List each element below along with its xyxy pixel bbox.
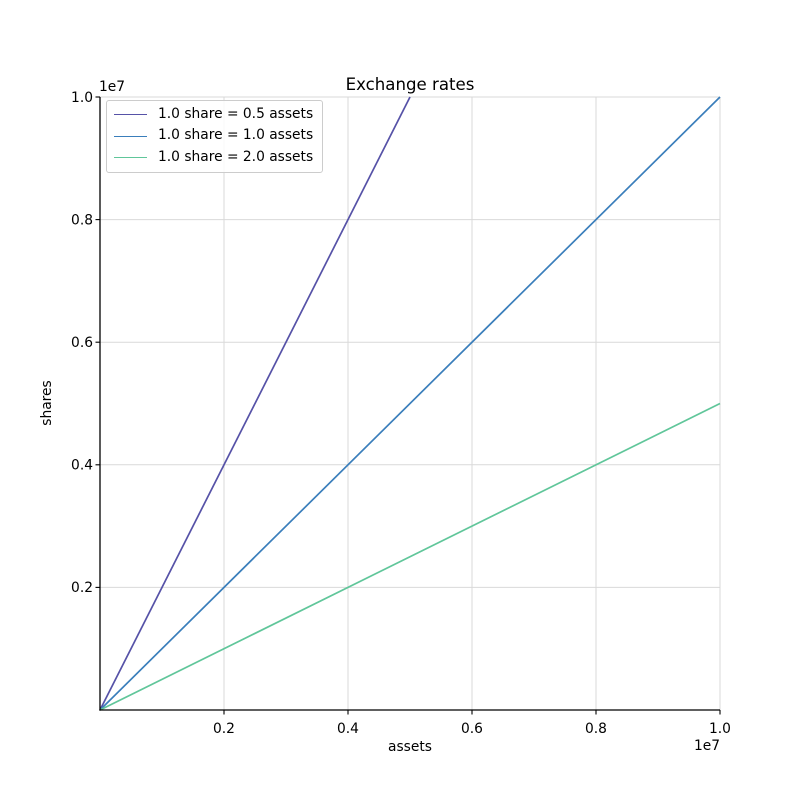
x-tick-label: 0.2 [213,721,235,737]
legend-label: 1.0 share = 1.0 assets [158,127,314,144]
legend-label: 1.0 share = 2.0 assets [158,148,314,165]
legend-entry: 1.0 share = 0.5 assets [107,104,322,126]
legend-entry: 1.0 share = 1.0 assets [107,126,322,148]
legend: 1.0 share = 0.5 assets 1.0 share = 1.0 a… [106,100,324,173]
y-axis-label: shares [39,380,55,425]
x-tick-label: 0.8 [585,721,607,737]
x-tick-label: 0.6 [461,721,483,737]
y-tick-label: 0.2 [71,580,93,596]
y-axis-offset-text: 1e7 [99,79,125,95]
legend-line-swatch [114,135,147,137]
y-tick-label: 0.6 [71,335,93,351]
x-tick-label: 1.0 [709,721,731,737]
axes-layer [95,96,721,715]
series-line-1 [99,96,721,711]
y-tick-label: 0.4 [71,458,93,474]
y-tick-label: 0.8 [71,212,93,228]
legend-label: 1.0 share = 0.5 assets [158,105,314,122]
legend-line-swatch [114,114,147,116]
chart-title: Exchange rates [346,75,475,94]
legend-line-swatch [114,157,147,159]
series-layer [99,96,721,711]
y-tick-label: 1.0 [71,90,93,106]
tick-label-layer: 0.2 0.4 0.6 0.8 1.0 0.2 0.4 0.6 0.8 1.0 [71,90,731,737]
x-axis-offset-text: 1e7 [694,738,720,754]
legend-entry: 1.0 share = 2.0 assets [107,147,322,169]
x-axis-label: assets [388,739,432,755]
x-tick-label: 0.4 [337,721,359,737]
series-line-0 [99,96,411,711]
series-line-2 [99,402,721,711]
